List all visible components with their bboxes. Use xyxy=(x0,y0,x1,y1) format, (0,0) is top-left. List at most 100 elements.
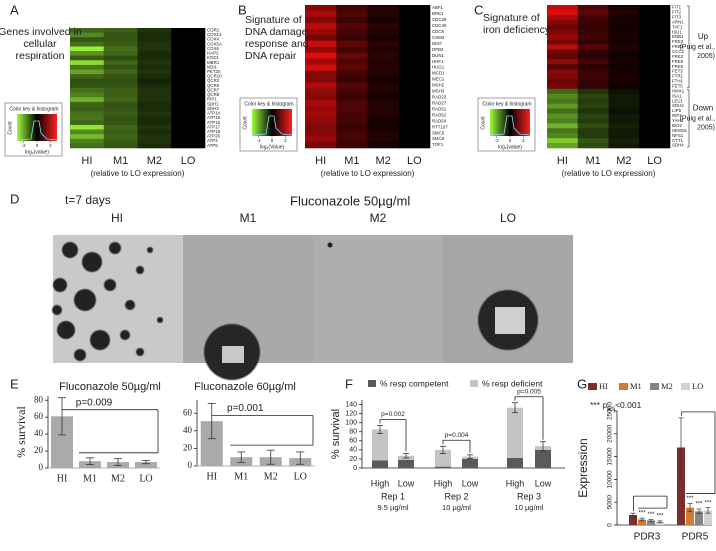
heat-cell xyxy=(547,49,579,55)
heat-cell xyxy=(70,92,105,98)
bar-segment xyxy=(398,459,414,468)
heat-cell xyxy=(639,64,671,70)
heat-cell xyxy=(608,113,640,119)
heat-cell xyxy=(639,59,671,65)
bar xyxy=(656,521,664,525)
p-value: p=0.001 xyxy=(227,403,264,414)
y-tick-label: 120 xyxy=(345,410,357,417)
heat-cell xyxy=(367,46,400,53)
heat-cell xyxy=(577,123,609,129)
heat-cell xyxy=(608,59,640,65)
panel-label: A xyxy=(10,2,19,17)
heat-cell xyxy=(639,29,671,35)
heat-cell xyxy=(137,101,172,107)
heat-cell xyxy=(398,58,431,65)
d-column: HI xyxy=(111,211,123,225)
key-ylabel: Count xyxy=(7,121,13,135)
heat-cell xyxy=(305,142,337,149)
heat-cell xyxy=(608,138,640,144)
heat-cell xyxy=(547,103,579,109)
heat-cell xyxy=(305,76,337,83)
legend-swatch xyxy=(681,383,690,390)
heat-cell xyxy=(367,88,400,95)
heat-cell xyxy=(137,32,172,38)
legend-swatch xyxy=(650,383,659,390)
sig-stars: *** xyxy=(695,502,703,508)
heat-cell xyxy=(577,14,609,21)
legend-label: % resp deficient xyxy=(482,378,543,388)
key-xlabel: log₂(Value) xyxy=(260,144,285,150)
heat-cell xyxy=(305,46,337,53)
heat-cell xyxy=(137,41,172,47)
bar-segment xyxy=(507,407,523,459)
panel-label: B xyxy=(238,2,247,17)
heat-cell xyxy=(336,34,368,42)
heat-cell xyxy=(577,64,609,70)
heat-cell xyxy=(608,88,640,95)
error-bar xyxy=(696,508,702,514)
heat-cell xyxy=(70,60,105,66)
heat-cell xyxy=(336,130,368,137)
y-tick-label: 0 xyxy=(607,523,614,527)
bar xyxy=(51,416,73,468)
heat-cell xyxy=(305,16,337,24)
gene-label: HMX1 xyxy=(672,88,685,93)
heat-cell xyxy=(171,41,206,47)
key-histogram xyxy=(16,120,58,141)
key-ylabel: Count xyxy=(242,116,248,130)
heat-cell xyxy=(336,82,368,89)
heat-cell xyxy=(336,124,368,131)
heat-cell xyxy=(336,22,368,30)
gene-label: CDC9 xyxy=(432,29,445,34)
y-tick-label: 40 xyxy=(34,428,44,438)
gene-label: ATP17 xyxy=(207,124,221,129)
heat-cell xyxy=(398,64,431,71)
gene-label: RIP1 xyxy=(207,97,217,102)
heat-cell xyxy=(70,69,105,75)
heat-cell xyxy=(137,74,172,80)
bar xyxy=(200,421,223,466)
y-tick-label: 0 xyxy=(39,462,44,472)
note-subscript: adj xyxy=(607,407,615,413)
group-label: Down xyxy=(693,104,713,113)
heat-cell xyxy=(103,111,138,116)
heat-cell xyxy=(577,19,609,26)
key-title: Color key & histogram xyxy=(482,101,531,107)
heat-cell xyxy=(103,83,138,89)
gene-label: CSM3 xyxy=(432,35,445,40)
heat-cell xyxy=(608,54,640,60)
y-axis-label: % survival xyxy=(330,409,342,459)
heat-cell xyxy=(639,5,671,11)
heat-cell xyxy=(577,108,609,114)
heat-cell xyxy=(398,112,431,119)
gene-label: SDH1 xyxy=(207,101,219,106)
x-tick-label: High xyxy=(506,478,525,488)
heat-cell xyxy=(305,112,337,119)
heat-cell xyxy=(70,55,105,61)
heat-cell xyxy=(137,111,172,116)
error-bar xyxy=(403,453,409,459)
gene-label: BIO2 xyxy=(672,123,683,128)
heat-cell xyxy=(547,39,579,45)
gene-label: RTT107 xyxy=(432,124,448,129)
heat-cell xyxy=(171,60,206,66)
heat-cell xyxy=(336,94,368,101)
heat-cell xyxy=(336,76,368,83)
gene-label: RAD54 xyxy=(432,118,447,123)
heat-cell xyxy=(577,88,609,95)
heat-cell xyxy=(577,34,609,40)
heat-cell xyxy=(398,34,431,42)
heat-cell xyxy=(70,129,105,135)
x-tick-label: M1 xyxy=(83,473,97,484)
gene-label: PET20 xyxy=(207,69,221,74)
gene-label: FET5 xyxy=(672,84,683,89)
error-bar xyxy=(648,519,654,522)
group-dose: 10 µg/ml xyxy=(442,503,471,512)
heat-cell xyxy=(577,24,609,30)
heat-cell xyxy=(577,83,609,90)
heat-cell xyxy=(398,142,431,149)
heat-cell xyxy=(577,74,609,80)
legend-swatch xyxy=(588,383,597,390)
key-tick-label: 2 xyxy=(49,143,52,148)
